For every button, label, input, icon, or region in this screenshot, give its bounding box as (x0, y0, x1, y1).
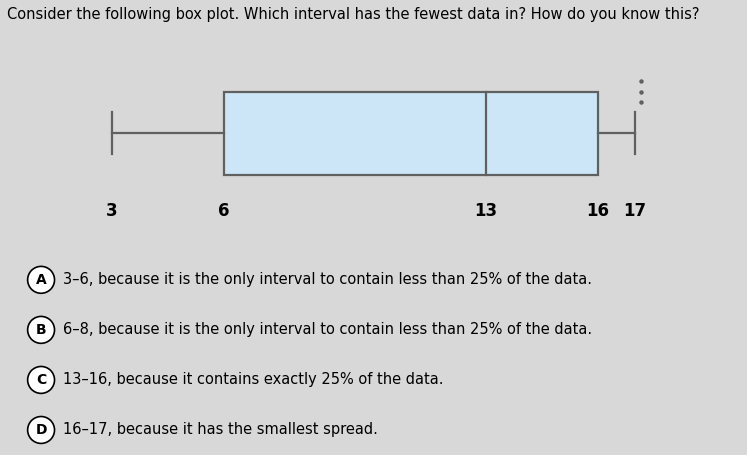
Text: 13–16, because it contains exactly 25% of the data.: 13–16, because it contains exactly 25% o… (63, 373, 444, 387)
Ellipse shape (28, 266, 55, 293)
Text: A: A (36, 273, 46, 287)
Text: 16–17, because it has the smallest spread.: 16–17, because it has the smallest sprea… (63, 423, 379, 437)
Ellipse shape (28, 316, 55, 344)
Text: 16: 16 (586, 202, 609, 221)
Text: 6–8, because it is the only interval to contain less than 25% of the data.: 6–8, because it is the only interval to … (63, 323, 592, 337)
Text: D: D (35, 423, 47, 437)
Text: C: C (36, 373, 46, 387)
Text: 17: 17 (624, 202, 646, 221)
Text: 6: 6 (218, 202, 230, 221)
Text: 3: 3 (106, 202, 118, 221)
Text: B: B (36, 323, 46, 337)
Bar (224, 91, 598, 175)
Ellipse shape (28, 416, 55, 444)
Text: 3–6, because it is the only interval to contain less than 25% of the data.: 3–6, because it is the only interval to … (63, 273, 592, 287)
Ellipse shape (28, 366, 55, 394)
Text: Consider the following box plot. Which interval has the fewest data in? How do y: Consider the following box plot. Which i… (7, 7, 700, 22)
Text: 13: 13 (474, 202, 497, 221)
